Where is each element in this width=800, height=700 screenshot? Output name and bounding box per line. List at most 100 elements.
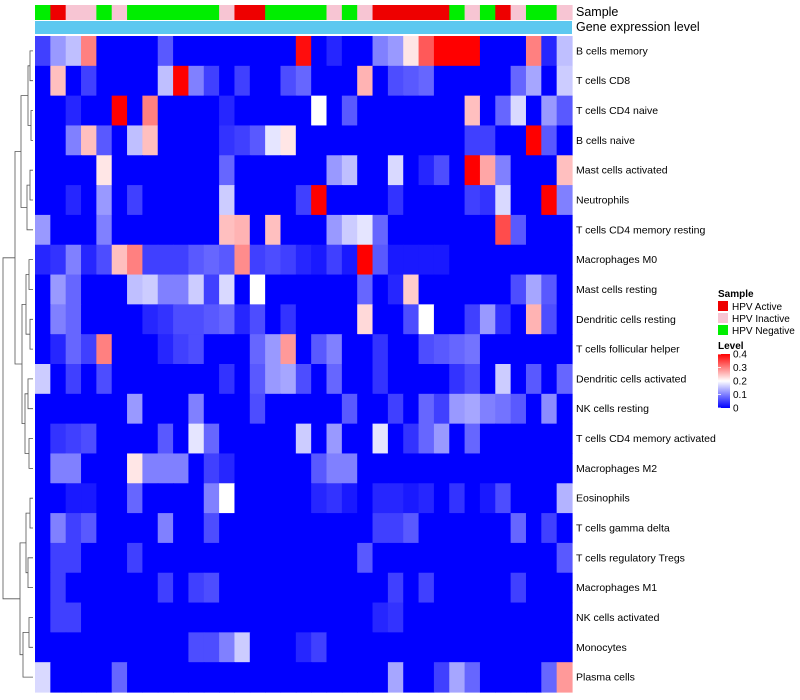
- heatmap-cell: [419, 364, 435, 394]
- heatmap-cell: [296, 66, 312, 96]
- heatmap-cell: [342, 603, 358, 633]
- heatmap-cell: [234, 304, 250, 334]
- heatmap-cell: [66, 364, 82, 394]
- heatmap-cell: [158, 36, 174, 66]
- heatmap-cell: [557, 125, 573, 155]
- row-label-nk-cells-resting: NK cells resting: [576, 403, 649, 415]
- heatmap-cell: [188, 662, 204, 692]
- heatmap-cell: [35, 662, 51, 692]
- heatmap-cell: [219, 215, 235, 245]
- heatmap-cell: [81, 275, 97, 305]
- heatmap-cell: [511, 513, 527, 543]
- row-label-macrophages-m1: Macrophages M1: [576, 582, 657, 594]
- heatmap-cell: [311, 632, 327, 662]
- heatmap-cell: [557, 453, 573, 483]
- heatmap-cell: [465, 66, 481, 96]
- sample-legend-title: Sample: [718, 289, 754, 300]
- heatmap-cell: [541, 96, 557, 126]
- heatmap-cell: [142, 66, 158, 96]
- heatmap-cell: [265, 66, 281, 96]
- heatmap-cell: [342, 453, 358, 483]
- heatmap-cell: [357, 513, 373, 543]
- heatmap-cell: [158, 66, 174, 96]
- heatmap-cell: [158, 483, 174, 513]
- heatmap-cell: [127, 215, 143, 245]
- heatmap-cell: [403, 573, 419, 603]
- heatmap-cell: [280, 543, 296, 573]
- heatmap-cell: [357, 125, 373, 155]
- heatmap-cell: [112, 662, 128, 692]
- heatmap-cell: [557, 662, 573, 692]
- heatmap-cell: [158, 513, 174, 543]
- heatmap-cell: [50, 453, 66, 483]
- heatmap-cell: [511, 573, 527, 603]
- row-label-dendritic-cells-activated: Dendritic cells activated: [576, 373, 686, 385]
- heatmap-cell: [296, 662, 312, 692]
- heatmap-cell: [449, 185, 465, 215]
- heatmap-cell: [403, 185, 419, 215]
- heatmap-cell: [265, 603, 281, 633]
- heatmap-cell: [373, 424, 389, 454]
- heatmap-cell: [511, 483, 527, 513]
- heatmap-cell: [311, 96, 327, 126]
- heatmap-cell: [188, 125, 204, 155]
- heatmap-cell: [557, 185, 573, 215]
- heatmap-cell: [219, 245, 235, 275]
- heatmap-cell: [265, 36, 281, 66]
- heatmap-cell: [388, 424, 404, 454]
- heatmap-cell: [142, 573, 158, 603]
- heatmap-cell: [480, 66, 496, 96]
- heatmap-cell: [35, 96, 51, 126]
- heatmap-cell: [311, 364, 327, 394]
- heatmap-cell: [173, 453, 189, 483]
- heatmap-cell: [511, 245, 527, 275]
- heatmap-cell: [66, 573, 82, 603]
- heatmap-cell: [526, 304, 542, 334]
- heatmap-cell: [250, 603, 266, 633]
- heatmap-cell: [35, 275, 51, 305]
- row-label-b-cells-memory: B cells memory: [576, 45, 649, 57]
- sample-annotation-cell: [265, 5, 281, 20]
- heatmap-cell: [173, 543, 189, 573]
- level-tick-label: 0.3: [733, 363, 747, 374]
- heatmap-cell: [234, 275, 250, 305]
- heatmap-cell: [234, 453, 250, 483]
- heatmap-cell: [265, 573, 281, 603]
- heatmap-cell: [388, 603, 404, 633]
- heatmap-cell: [234, 424, 250, 454]
- heatmap-cell: [342, 632, 358, 662]
- heatmap-cell: [219, 513, 235, 543]
- heatmap-cell: [188, 573, 204, 603]
- heatmap-cell: [66, 185, 82, 215]
- heatmap-cell: [495, 185, 511, 215]
- heatmap-cell: [127, 275, 143, 305]
- heatmap-cell: [296, 185, 312, 215]
- heatmap-cell: [495, 632, 511, 662]
- heatmap-cell: [403, 96, 419, 126]
- heatmap-cell: [127, 543, 143, 573]
- heatmap-cell: [112, 632, 128, 662]
- heatmap-cell: [342, 543, 358, 573]
- heatmap-cell: [219, 603, 235, 633]
- row-label-mast-cells-activated: Mast cells activated: [576, 165, 668, 177]
- sample-legend: Sample HPV Active HPV Inactive HPV Negat…: [718, 289, 795, 337]
- heatmap-cell: [526, 96, 542, 126]
- heatmap-cell: [511, 185, 527, 215]
- heatmap-cell: [449, 543, 465, 573]
- heatmap-cell: [35, 543, 51, 573]
- heatmap-cell: [419, 632, 435, 662]
- heatmap-cell: [403, 632, 419, 662]
- heatmap-cell: [188, 394, 204, 424]
- legend-swatch-hpv-inactive: [718, 313, 728, 323]
- dendrogram-branch: [31, 111, 33, 141]
- heatmap-cell: [465, 513, 481, 543]
- heatmap-cell: [388, 245, 404, 275]
- heatmap-cell: [342, 424, 358, 454]
- heatmap-cell: [480, 483, 496, 513]
- heatmap-cell: [219, 394, 235, 424]
- heatmap-cell: [449, 662, 465, 692]
- heatmap-cell: [112, 603, 128, 633]
- heatmap-cell: [265, 245, 281, 275]
- heatmap-cell: [327, 394, 343, 424]
- heatmap-cell: [50, 304, 66, 334]
